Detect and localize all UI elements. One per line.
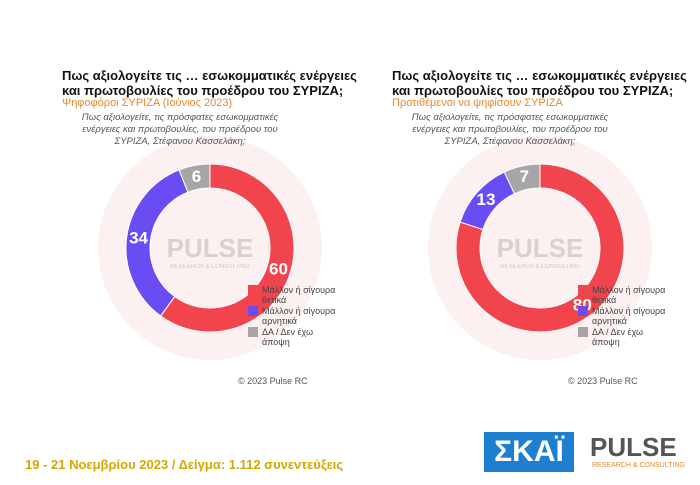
chart-title: Πως αξιολογείτε τις … εσωκομματικές ενέρ… — [62, 68, 357, 98]
legend-label: Μάλλον ή σίγουρα αρνητικά — [262, 306, 336, 326]
data-label: 34 — [129, 228, 148, 247]
question: Πως αξιολογείτε, τις πρόσφατες εσωκομματ… — [81, 112, 279, 147]
chart-subtitle: Ψηφοφόροι ΣΥΡΙΖΑ (Ιούνιος 2023) — [62, 97, 233, 109]
legend-swatch — [248, 306, 258, 316]
legend-label: ΔΑ / Δεν έχω άποψη — [262, 327, 314, 347]
legend-swatch — [248, 285, 258, 295]
copyright: © 2023 Pulse RC — [568, 376, 638, 386]
legend-swatch — [578, 306, 588, 316]
logo-pulse-sub: RESEARCH & CONSULTING — [592, 462, 685, 469]
watermark: PULSE — [497, 233, 584, 263]
footer-text: 19 - 21 Νοεμβρίου 2023 / Δείγμα: 1.112 σ… — [25, 457, 344, 472]
legend-label: Μάλλον ή σίγουρα αρνητικά — [592, 306, 666, 326]
legend-label: Μάλλον ή σίγουρα θετικά — [592, 285, 666, 305]
donut-slice — [455, 163, 625, 333]
legend-label: Μάλλον ή σίγουρα θετικά — [262, 285, 336, 305]
donut-slice — [159, 163, 295, 333]
legend-swatch — [248, 327, 258, 337]
legend-swatch — [578, 327, 588, 337]
donut-slice — [503, 163, 541, 195]
legend-swatch — [578, 285, 588, 295]
chart-subtitle: Προτιθέμενοι να ψηφίσουν ΣΥΡΙΖΑ — [392, 97, 563, 109]
logo-pulse: PULSE — [590, 432, 677, 462]
watermark-sub: RESEARCH & CONSULTING — [170, 264, 250, 270]
watermark-sub: RESEARCH & CONSULTING — [500, 264, 580, 270]
donut-slice — [178, 163, 211, 193]
watermark: PULSE — [167, 233, 254, 263]
data-label: 7 — [520, 167, 529, 186]
chart-title: Πως αξιολογείτε τις … εσωκομματικές ενέρ… — [392, 68, 687, 98]
copyright: © 2023 Pulse RC — [238, 376, 308, 386]
data-label: 6 — [192, 167, 201, 186]
legend-label: ΔΑ / Δεν έχω άποψη — [592, 327, 644, 347]
logo-skai: ΣΚΑΪ — [484, 432, 574, 472]
question: Πως αξιολογείτε, τις πρόσφατες εσωκομματ… — [411, 112, 609, 147]
data-label: 60 — [269, 260, 288, 279]
data-label: 13 — [477, 190, 496, 209]
